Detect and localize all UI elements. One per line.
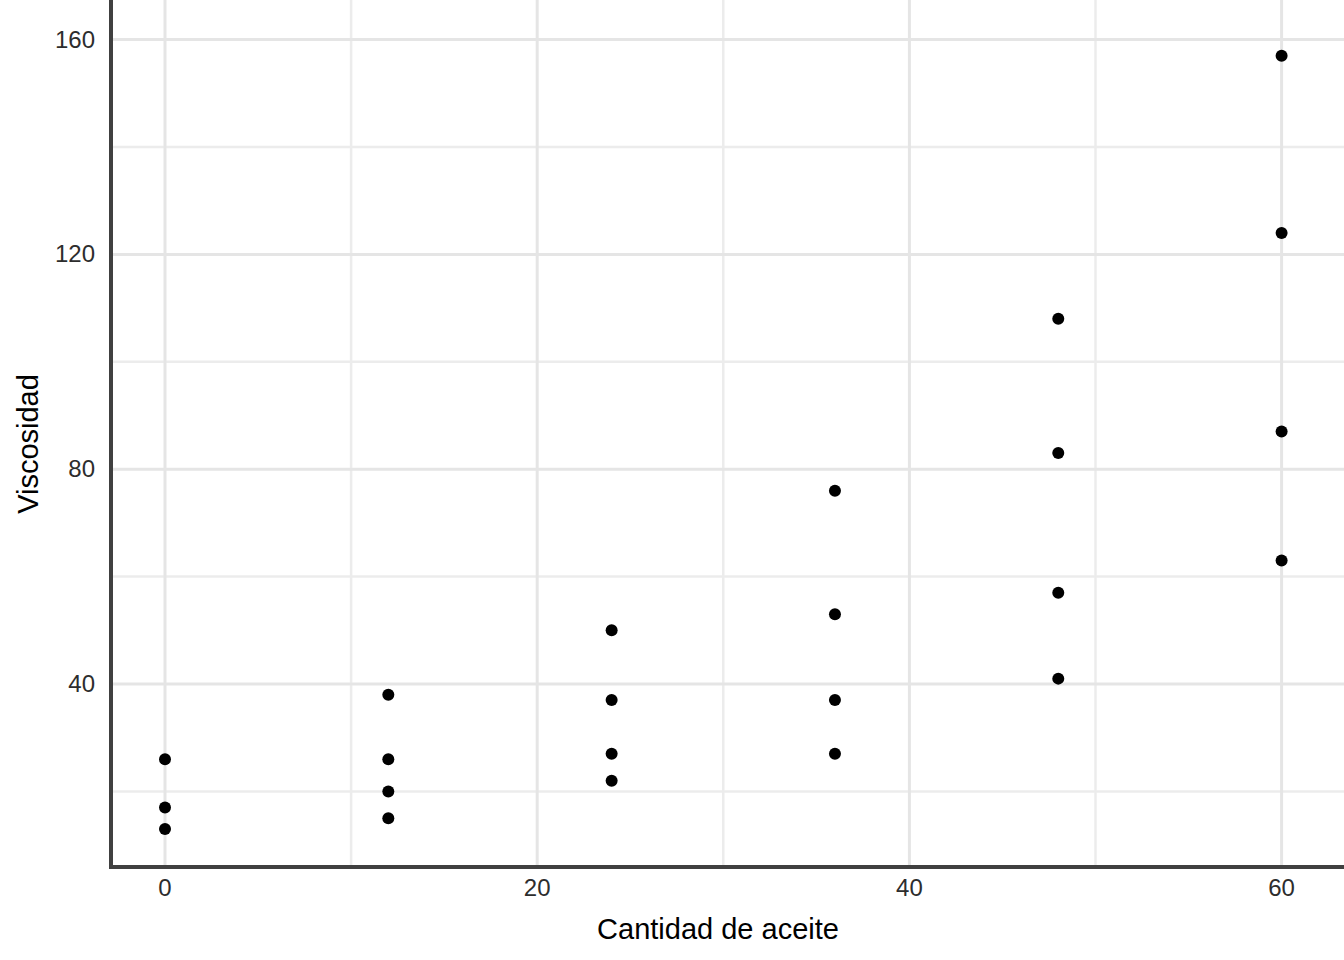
grid-minor-lines [113,0,1344,865]
data-point [382,785,394,797]
data-point [382,689,394,701]
data-point [606,775,618,787]
data-point [829,608,841,620]
data-point [382,753,394,765]
y-tick-labels: 40 80 120 160 [55,26,95,697]
data-point [829,748,841,760]
x-axis-title: Cantidad de aceite [597,915,839,944]
grid-major-lines [113,0,1344,865]
y-tick-label: 160 [55,26,95,53]
data-point [829,485,841,497]
data-point [1052,587,1064,599]
data-point [606,694,618,706]
data-point [1276,426,1288,438]
x-tick-label: 60 [1268,874,1295,901]
data-point [606,624,618,636]
data-point [1052,673,1064,685]
data-point [1052,447,1064,459]
scatter-plot-figure: 0 20 40 60 40 80 120 160 Cantidad de aceite Vi… [0,0,1344,960]
data-point [159,802,171,814]
y-tick-label: 40 [68,670,95,697]
x-tick-labels: 0 20 40 60 [158,874,1295,901]
y-axis-title: Viscosidad [14,374,43,514]
data-point [1052,313,1064,325]
axis-lines [109,0,1344,869]
data-point [1276,554,1288,566]
data-point [159,753,171,765]
x-tick-label: 0 [158,874,171,901]
data-point [606,748,618,760]
x-tick-label: 40 [896,874,923,901]
data-point [159,823,171,835]
data-point [382,812,394,824]
y-tick-label: 120 [55,240,95,267]
y-tick-label: 80 [68,455,95,482]
plot-canvas: 0 20 40 60 40 80 120 160 [0,0,1344,960]
data-point [829,694,841,706]
data-point [1276,50,1288,62]
data-point [1276,227,1288,239]
x-tick-label: 20 [524,874,551,901]
